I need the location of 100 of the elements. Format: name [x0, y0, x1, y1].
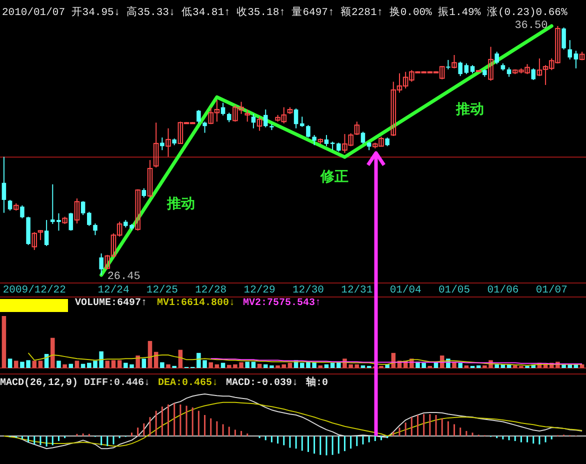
bar — [385, 364, 390, 368]
candlestick — [160, 136, 164, 151]
bar — [494, 364, 499, 368]
candlestick — [147, 160, 153, 198]
x-tick-label: 01/07 — [536, 284, 568, 296]
text: 轴:0 — [305, 376, 328, 389]
bar — [220, 362, 226, 368]
bar — [111, 360, 116, 368]
bar — [68, 364, 74, 368]
annotation: 修正 — [320, 169, 349, 186]
candlestick — [562, 26, 566, 50]
bar — [160, 362, 164, 368]
candlestick — [202, 121, 207, 134]
bar — [14, 360, 18, 368]
bar — [251, 362, 256, 368]
candlestick — [226, 112, 232, 123]
bar — [80, 364, 86, 368]
bar — [288, 362, 292, 368]
bar — [324, 364, 329, 368]
candlestick — [87, 211, 92, 226]
text: MV1:6614.800↓ — [157, 298, 236, 309]
x-tick-label: 12/25 — [146, 284, 178, 296]
candlestick — [568, 40, 572, 60]
bar — [32, 360, 37, 368]
candlestick — [452, 54, 457, 69]
candlestick — [244, 108, 250, 122]
bar — [476, 365, 481, 368]
x-tick-label: 01/06 — [487, 284, 519, 296]
bar — [354, 364, 360, 368]
candlestick — [488, 46, 494, 82]
chart-subtitle: 2010/01/07 开34.95↓ 高35.33↓ 低34.81↑ 收35.18↑ 量6497↑ 额2281↑ 换0.00% 振1.49% 涨(0.23)0.66% — [2, 5, 568, 19]
candlestick — [446, 59, 450, 70]
candlestick — [44, 219, 49, 247]
text: MV2:7575.543↑ — [243, 298, 322, 309]
candlestick — [196, 109, 201, 124]
bar — [208, 362, 213, 368]
candlestick — [251, 113, 256, 129]
x-tick-label: 12/29 — [244, 284, 276, 296]
candlestick — [312, 134, 316, 146]
candlestick — [263, 108, 268, 128]
candlestick — [32, 232, 38, 250]
bar — [458, 362, 462, 368]
candlestick — [294, 108, 298, 129]
annotation: 26.45 — [107, 271, 140, 283]
candlestick — [2, 156, 6, 214]
series-label: DEA:0.465↓ — [158, 378, 218, 389]
bar — [226, 364, 232, 368]
candlestick — [80, 200, 86, 216]
candlestick — [166, 128, 171, 158]
candlestick — [74, 198, 80, 224]
candlestick — [256, 116, 262, 132]
bar — [245, 362, 250, 368]
x-tick-label: 01/05 — [438, 284, 470, 296]
candlestick — [354, 121, 360, 136]
chart-title: VOLUME:6497↑ — [75, 298, 148, 309]
x-tick-label: 2009/12/22 — [2, 284, 66, 296]
bar — [117, 360, 122, 368]
bar — [330, 362, 335, 368]
bar — [464, 365, 469, 368]
annotation: 推动 — [166, 196, 196, 212]
bar — [318, 365, 323, 368]
bar — [512, 365, 518, 368]
x-tick-label: 12/28 — [195, 284, 227, 296]
bar — [142, 358, 146, 368]
x-tick-label: 01/04 — [390, 284, 422, 296]
candlestick — [306, 124, 310, 138]
text: DIFF:0.446↓ — [84, 378, 150, 389]
bar — [214, 364, 220, 368]
candlestick — [220, 102, 226, 116]
annotation: 36.50 — [514, 20, 548, 32]
x-tick-label: 12/31 — [341, 284, 373, 296]
candlestick — [324, 134, 329, 147]
bar — [62, 364, 67, 368]
candlestick — [99, 252, 104, 276]
candlestick — [93, 222, 98, 236]
candlestick — [38, 230, 44, 241]
candlestick — [574, 50, 578, 69]
candlestick — [506, 66, 512, 78]
candlestick — [531, 68, 536, 81]
candlestick — [20, 204, 24, 219]
annotation: 推动 — [455, 102, 484, 118]
chart-title: MACD(26,12,9) — [0, 377, 78, 389]
x-tick-label: 12/24 — [98, 284, 130, 296]
bar — [105, 360, 110, 368]
candlestick — [360, 131, 366, 144]
bar — [257, 364, 262, 368]
candlestick — [464, 62, 469, 75]
bar — [148, 340, 152, 368]
bar — [2, 316, 6, 368]
bar — [56, 360, 61, 368]
candlestick — [68, 212, 74, 232]
bar — [8, 358, 12, 368]
bar — [38, 360, 43, 368]
candlestick — [300, 116, 304, 128]
candlestick — [153, 122, 159, 168]
bar — [360, 365, 366, 368]
bar — [270, 365, 274, 368]
text: MACD:-0.039↓ — [226, 378, 298, 389]
bar — [50, 338, 55, 368]
bar — [166, 364, 170, 368]
